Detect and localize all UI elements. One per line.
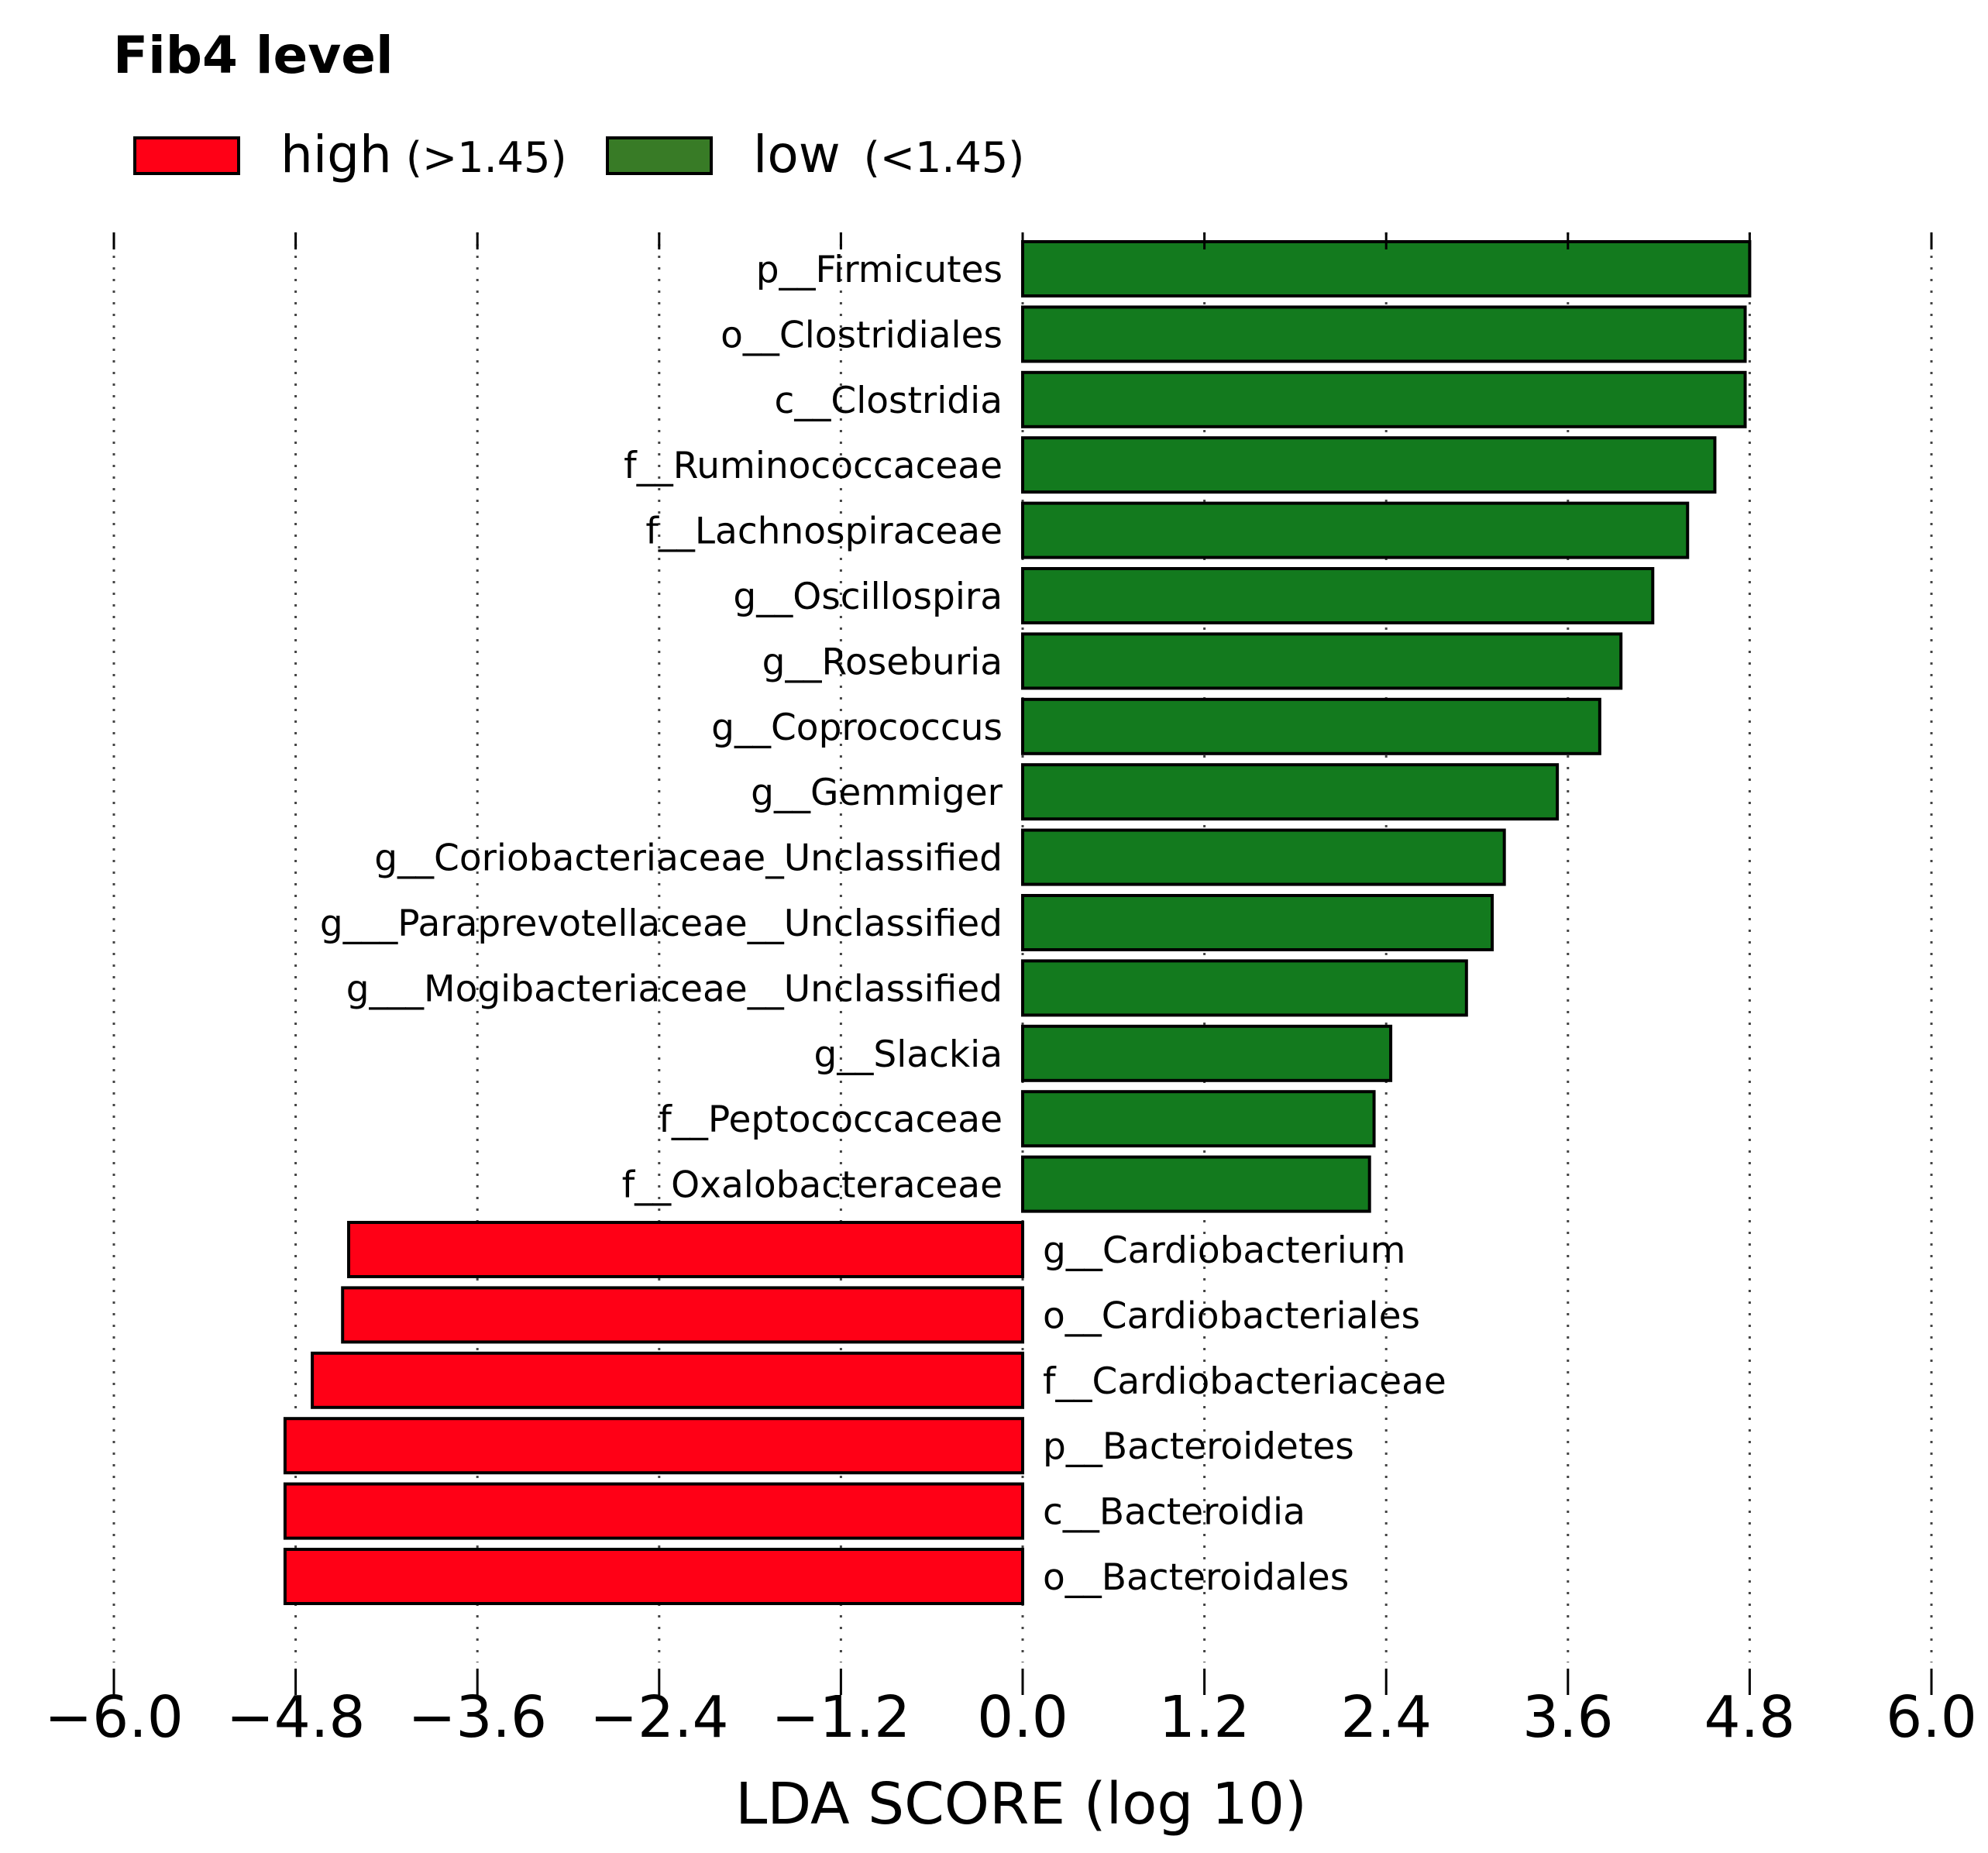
bar (1021, 240, 1752, 297)
bar-label: f__Oxalobacteraceae (622, 1164, 1003, 1207)
x-tick-label: −3.6 (408, 1684, 547, 1751)
bar-label: g__Roseburia (762, 641, 1003, 683)
legend-swatch-high (133, 136, 240, 175)
x-axis-title: LDA SCORE (log 10) (735, 1771, 1307, 1838)
bar-label: f__Lachnospiraceae (645, 511, 1003, 553)
bar-label: f__Peptococcaceae (659, 1098, 1003, 1141)
x-tick-label: 2.4 (1340, 1684, 1432, 1751)
bar (1021, 501, 1690, 559)
x-tick-label: 1.2 (1159, 1684, 1250, 1751)
bar (1021, 828, 1506, 886)
bar-label: p__Bacteroidetes (1043, 1425, 1354, 1468)
bar-label: p__Firmicutes (756, 249, 1003, 291)
x-tick-label: 3.6 (1522, 1684, 1614, 1751)
bar-label: g__Cardiobacterium (1043, 1229, 1405, 1272)
bar (1021, 697, 1601, 755)
bar-label: f__Ruminococcaceae (624, 445, 1003, 487)
bar (341, 1286, 1024, 1344)
bar-label: c__Clostridia (775, 380, 1003, 422)
bar-label: f__Cardiobacteriaceae (1043, 1360, 1446, 1403)
x-tick-label: −4.8 (226, 1684, 366, 1751)
bar (283, 1417, 1025, 1475)
bar-labels: p__Firmicutes o__Clostridiales c__Clostrid… (320, 249, 1446, 1599)
bar (1021, 370, 1747, 428)
bar-label: g__Gemmiger (751, 772, 1003, 814)
x-tick-label: 0.0 (977, 1684, 1068, 1751)
bar-label: o__Bacteroidales (1043, 1556, 1349, 1599)
legend-label-high: high (>1.45) (280, 125, 567, 184)
x-tick-label: −1.2 (772, 1684, 911, 1751)
bar-label: g__Slackia (814, 1033, 1003, 1076)
bar (347, 1221, 1024, 1278)
bar-label: g__Coriobacteriaceae_Unclassified (374, 837, 1003, 880)
x-tick-label: 4.8 (1704, 1684, 1796, 1751)
x-axis: −6.0 −4.8 −3.6 −2.4 −1.2 0.0 1.2 2.4 3.6 4.8 6.0 (44, 232, 1977, 1751)
bar (1021, 894, 1494, 951)
bar (1021, 1090, 1376, 1148)
legend: high (>1.45) low (<1.45) (133, 125, 1024, 184)
legend-label-low: low (<1.45) (753, 125, 1024, 184)
chart-title: Fib4 level (113, 26, 394, 85)
x-tick-label: −6.0 (44, 1684, 184, 1751)
bar-label: g___Paraprevotellaceae__Unclassified (320, 902, 1003, 945)
bar-label: g___Mogibacteriaceae__Unclassified (346, 968, 1003, 1010)
x-tick-label: −2.4 (590, 1684, 729, 1751)
bar (1021, 436, 1717, 494)
bar-label: g__Oscillospira (733, 576, 1003, 618)
bar (1021, 305, 1747, 363)
bar-label: c__Bacteroidia (1043, 1491, 1305, 1534)
bar (1021, 959, 1468, 1017)
bar (283, 1548, 1025, 1605)
legend-swatch-low (606, 136, 713, 175)
bar (311, 1351, 1025, 1409)
bar-label: g__Coprococcus (711, 706, 1003, 749)
bar (1021, 1024, 1393, 1082)
x-tick-label: 6.0 (1886, 1684, 1977, 1751)
bar-label: o__Clostridiales (721, 314, 1003, 356)
bar (283, 1482, 1025, 1540)
bar (1021, 632, 1623, 690)
bar (1021, 763, 1560, 821)
bar (1021, 1155, 1371, 1213)
bar-label: o__Cardiobacteriales (1043, 1294, 1420, 1337)
bar (1021, 567, 1655, 624)
bars (283, 240, 1752, 1605)
